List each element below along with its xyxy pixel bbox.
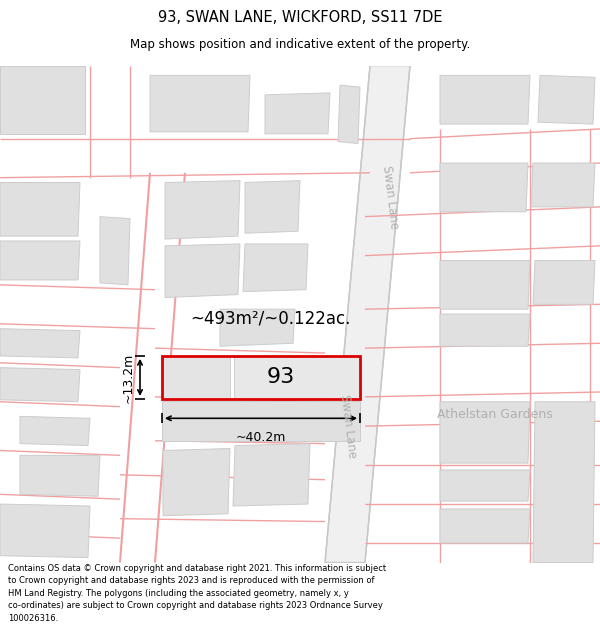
- Polygon shape: [533, 261, 595, 304]
- Polygon shape: [100, 217, 130, 285]
- Polygon shape: [165, 181, 240, 239]
- Text: ~13.2m: ~13.2m: [122, 352, 135, 402]
- Polygon shape: [163, 449, 230, 516]
- Polygon shape: [538, 76, 595, 124]
- Polygon shape: [0, 241, 80, 280]
- Polygon shape: [338, 85, 360, 144]
- Text: Contains OS data © Crown copyright and database right 2021. This information is : Contains OS data © Crown copyright and d…: [8, 564, 386, 622]
- Polygon shape: [440, 402, 530, 463]
- Polygon shape: [165, 244, 240, 298]
- Polygon shape: [0, 504, 90, 558]
- Polygon shape: [440, 76, 530, 124]
- Polygon shape: [243, 244, 308, 292]
- Text: Map shows position and indicative extent of the property.: Map shows position and indicative extent…: [130, 38, 470, 51]
- Polygon shape: [0, 329, 80, 358]
- Polygon shape: [234, 356, 360, 399]
- Polygon shape: [265, 93, 330, 134]
- Polygon shape: [162, 401, 360, 441]
- Polygon shape: [20, 456, 100, 496]
- Text: Swan Lane: Swan Lane: [338, 394, 358, 459]
- Polygon shape: [440, 470, 530, 501]
- Text: ~493m²/~0.122ac.: ~493m²/~0.122ac.: [190, 310, 350, 328]
- Polygon shape: [440, 509, 530, 543]
- Polygon shape: [0, 182, 80, 236]
- Polygon shape: [533, 402, 595, 562]
- Polygon shape: [162, 356, 230, 399]
- Polygon shape: [440, 163, 528, 212]
- Polygon shape: [531, 163, 595, 207]
- Polygon shape: [220, 309, 295, 346]
- Polygon shape: [245, 181, 300, 233]
- Polygon shape: [0, 66, 85, 134]
- Text: Swan Lane: Swan Lane: [380, 164, 400, 230]
- Polygon shape: [325, 66, 410, 562]
- Polygon shape: [440, 314, 530, 346]
- Polygon shape: [0, 368, 80, 402]
- Polygon shape: [150, 76, 250, 132]
- Polygon shape: [20, 416, 90, 446]
- Polygon shape: [440, 261, 530, 309]
- Text: 93, SWAN LANE, WICKFORD, SS11 7DE: 93, SWAN LANE, WICKFORD, SS11 7DE: [158, 10, 442, 25]
- Polygon shape: [233, 444, 310, 506]
- Text: ~40.2m: ~40.2m: [236, 431, 286, 444]
- Text: Athelstan Gardens: Athelstan Gardens: [437, 408, 553, 421]
- Text: 93: 93: [267, 368, 295, 388]
